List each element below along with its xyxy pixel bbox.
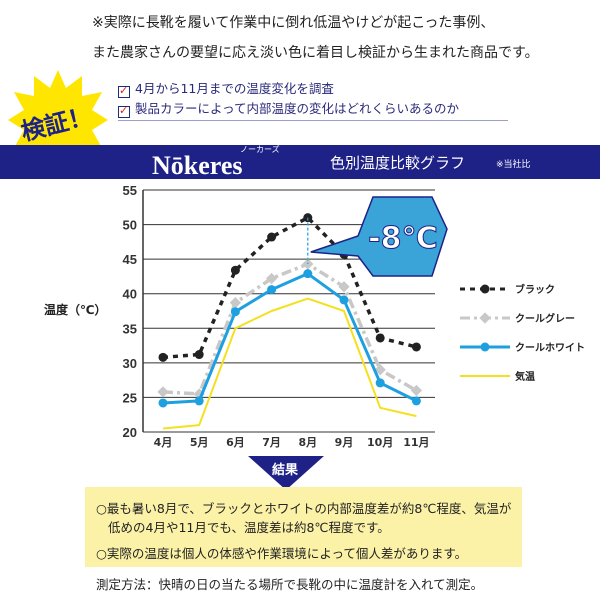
temperature-chart: 20 25 30 35 40 45 50 55 4月 5月 6月 7月 8月 9月 10月 11月 -8℃ ブラッ… [123, 183, 585, 449]
data-point [339, 295, 349, 305]
series-line-2 [162, 272, 418, 405]
x-tick-label: 7月 [262, 436, 281, 449]
x-tick-label: 6月 [226, 436, 245, 449]
data-point [265, 272, 278, 285]
check-item-1: ✓ 4月から11月までの温度変化を調査 [118, 78, 334, 98]
y-tick-label: 30 [123, 356, 137, 371]
legend-marker [480, 342, 490, 352]
data-point [230, 265, 240, 275]
data-point [158, 398, 168, 408]
legend-label: ブラック [515, 283, 555, 296]
data-point [375, 333, 385, 343]
legend-marker [480, 284, 490, 294]
y-tick-label: 50 [123, 218, 137, 233]
data-point [157, 386, 169, 398]
data-point [410, 384, 423, 397]
check-text: 製品カラーによって内部温度の変化はどれくらいあるのか [135, 101, 460, 116]
series-line-1 [162, 262, 418, 396]
data-point [229, 297, 242, 309]
x-tick-label: 10月 [367, 436, 393, 449]
legend-marker [479, 312, 491, 324]
badge-starburst [8, 70, 108, 176]
annotation-text: -8℃ [368, 221, 438, 256]
brand-ruby: ノーカーズ [240, 145, 280, 154]
data-point [230, 307, 240, 317]
data-point [374, 364, 386, 376]
series-line-3 [162, 297, 417, 430]
legend-label: 気温 [514, 370, 535, 383]
data-point [194, 396, 204, 406]
data-point [267, 285, 277, 295]
y-tick-label: 55 [123, 183, 137, 198]
annotation-callout [310, 196, 448, 277]
divider [118, 120, 508, 121]
data-point [411, 396, 421, 406]
data-point [375, 378, 385, 388]
data-point [194, 350, 204, 360]
check-item-2: ✓ 製品カラーによって内部温度の変化はどれくらいあるのか [118, 98, 460, 118]
brand-logo: Nōkeres [152, 151, 243, 180]
result-box [85, 487, 522, 567]
check-text: 4月から11月までの温度変化を調査 [135, 81, 334, 96]
intro-line-2: また農家さんの要望に応え淡い色に着目し検証から生まれた商品です。 [92, 45, 539, 61]
data-point [267, 232, 277, 242]
series-line-0 [162, 215, 417, 360]
y-tick-label: 45 [123, 252, 137, 267]
result-line-1: ○最も暑い8月で、ブラックとホワイトの内部温度差が約8℃程度、気温が [96, 501, 512, 516]
intro-line-1: ※実際に長靴を履いて作業中に倒れ低温やけどが起こった事例、 [92, 15, 495, 31]
checkbox-icon: ✓ [118, 84, 130, 98]
legend-label: クールグレー [515, 312, 575, 325]
x-tick-label: 9月 [335, 436, 354, 449]
x-tick-label: 5月 [190, 436, 209, 449]
y-tick-label: 20 [123, 425, 137, 440]
result-arrow [248, 456, 324, 490]
y-tick-label: 25 [123, 390, 137, 405]
data-point [411, 342, 421, 352]
method-note: 測定方法：快晴の日の当たる場所で長靴の中に温度計を入れて測定。 [96, 577, 484, 592]
y-tick-label: 35 [123, 321, 137, 336]
checkbox-icon: ✓ [118, 104, 130, 118]
legend-label: クールホワイト [515, 342, 585, 354]
chart-note: ※当社比 [496, 160, 531, 170]
y-axis-label: 温度（℃） [44, 303, 107, 317]
y-tick-label: 40 [123, 287, 137, 302]
result-line-3: ○実際の温度は個人の体感や作業環境によって個人差があります。 [96, 546, 468, 561]
data-point [158, 352, 168, 362]
title-band [0, 145, 600, 179]
x-tick-label: 11月 [403, 436, 429, 449]
result-label: 結果 [272, 463, 299, 478]
x-tick-label: 8月 [298, 436, 317, 449]
data-point [338, 281, 350, 293]
result-line-2: 低めの4月や11月でも、温度差は約8℃程度です。 [108, 520, 390, 535]
x-tick-label: 4月 [154, 436, 173, 449]
chart-title: 色別温度比較グラフ [330, 154, 466, 172]
data-point [303, 269, 313, 279]
